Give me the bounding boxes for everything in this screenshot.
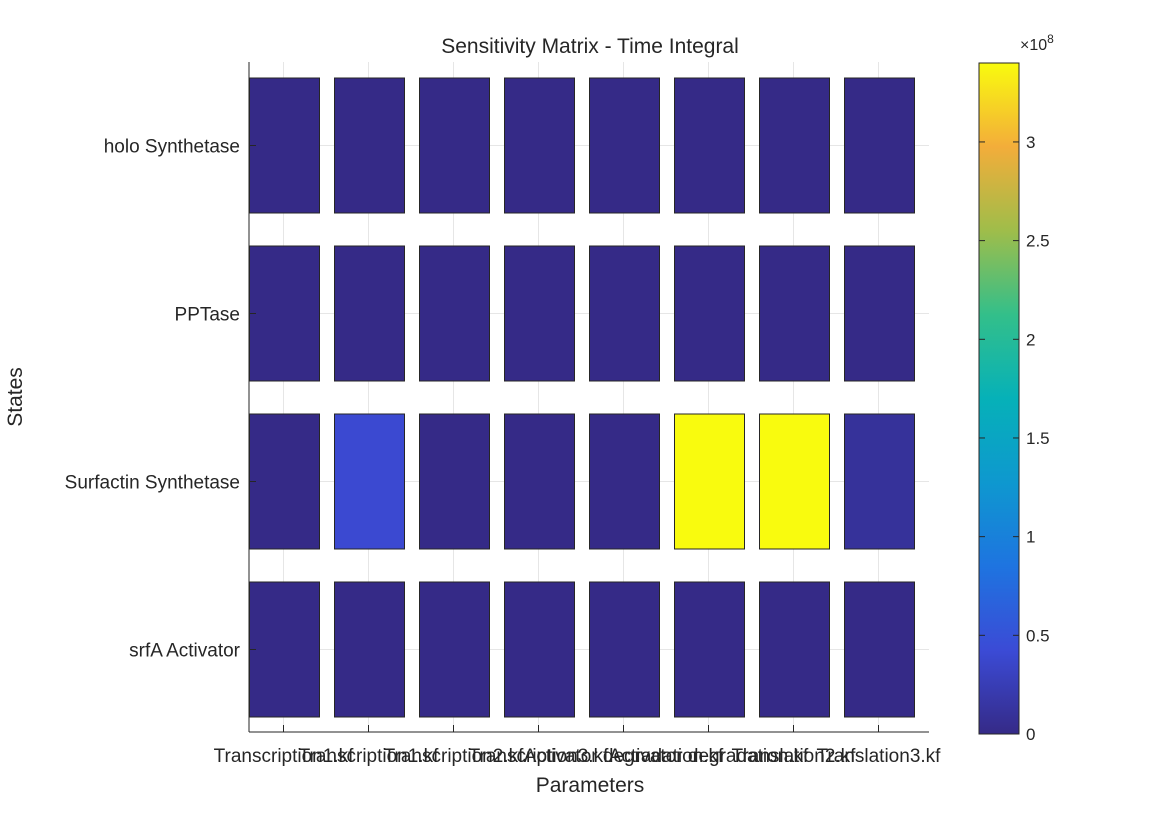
colorbar-tick-label: 0.5 [1026, 626, 1050, 645]
colorbar-exponent-power: 8 [1047, 32, 1054, 46]
y-tick-label: holo Synthetase [104, 137, 240, 158]
colorbar-exponent: ×108 [1020, 32, 1054, 54]
heatmap-cell [589, 581, 660, 718]
heatmap-cell [334, 245, 405, 382]
heatmap-cell [589, 413, 660, 550]
heatmap-cell [419, 581, 490, 718]
heatmap-cell [674, 581, 745, 718]
y-tick-label: Surfactin Synthetase [65, 473, 240, 494]
heatmap-cell [844, 581, 915, 718]
heatmap-cell [589, 77, 660, 214]
x-tick-labels: Transcription1.kfTranscription1.kfTransc… [214, 746, 942, 767]
y-tick-label: srfA Activator [129, 641, 241, 662]
heatmap-cell [419, 413, 490, 550]
colorbar-ticks: 0 0.5 1 1.5 2 2.5 3 [979, 133, 1050, 744]
x-tick-label: Translation3.kf [817, 746, 942, 767]
chart-title: Sensitivity Matrix - Time Integral [441, 35, 739, 58]
plot-area: Transcription1.kfTranscription1.kfTransc… [65, 62, 941, 767]
heatmap-cell [504, 581, 575, 718]
colorbar-tick-label: 2 [1026, 330, 1035, 349]
heatmap-cell [419, 245, 490, 382]
colorbar-tick-label: 0 [1026, 725, 1035, 744]
heatmap-cell [334, 581, 405, 718]
heatmap-cells [249, 77, 915, 718]
heatmap-cell [844, 413, 915, 550]
x-tick-label: Transcription3.kf [469, 746, 609, 767]
heatmap-cell [249, 413, 320, 550]
colorbar: 0 0.5 1 1.5 2 2.5 3 ×108 [978, 32, 1054, 744]
axes [248, 62, 929, 733]
y-tick-label: PPTase [175, 305, 240, 326]
x-tick-label: Translation2.kf [732, 746, 857, 767]
heatmap-cell [249, 77, 320, 214]
y-tick-labels: holo Synthetase PPTase Surfactin Synthetas… [65, 137, 241, 662]
heatmap-cell [334, 77, 405, 214]
heatmap-cell [759, 413, 830, 550]
heatmap-cell [759, 581, 830, 718]
heatmap-cell [674, 77, 745, 214]
heatmap-cell [504, 77, 575, 214]
colorbar-exponent-base: ×10 [1020, 37, 1047, 54]
colorbar-tick-label: 2.5 [1026, 232, 1050, 251]
colorbar-tick-label: 1 [1026, 528, 1035, 547]
heatmap-cell [759, 77, 830, 214]
heatmap-cell [419, 77, 490, 214]
heatmap-cell [589, 245, 660, 382]
colorbar-tick-label: 3 [1026, 133, 1035, 152]
heatmap-cell [504, 245, 575, 382]
heatmap-cell [844, 245, 915, 382]
x-tick-label: Activator degradation.kf [609, 746, 809, 767]
x-tick-label: Activator degradation.kf [524, 746, 724, 767]
x-axis-label: Parameters [536, 774, 645, 797]
x-tick-label: Transcription1.kf [299, 746, 439, 767]
heatmap-cell [249, 245, 320, 382]
heatmap-cell [674, 245, 745, 382]
heatmap-cell [249, 581, 320, 718]
x-tick-label: Transcription1.kf [214, 746, 354, 767]
heatmap-cell [504, 413, 575, 550]
x-tick-label: Transcription2.kf [384, 746, 524, 767]
heatmap-cell [334, 413, 405, 550]
colorbar-tick-label: 1.5 [1026, 429, 1050, 448]
heatmap-cell [844, 77, 915, 214]
colorbar-gradient [978, 62, 1020, 735]
y-axis-label: States [4, 367, 27, 427]
heatmap-cell [674, 413, 745, 550]
heatmap-cell [759, 245, 830, 382]
